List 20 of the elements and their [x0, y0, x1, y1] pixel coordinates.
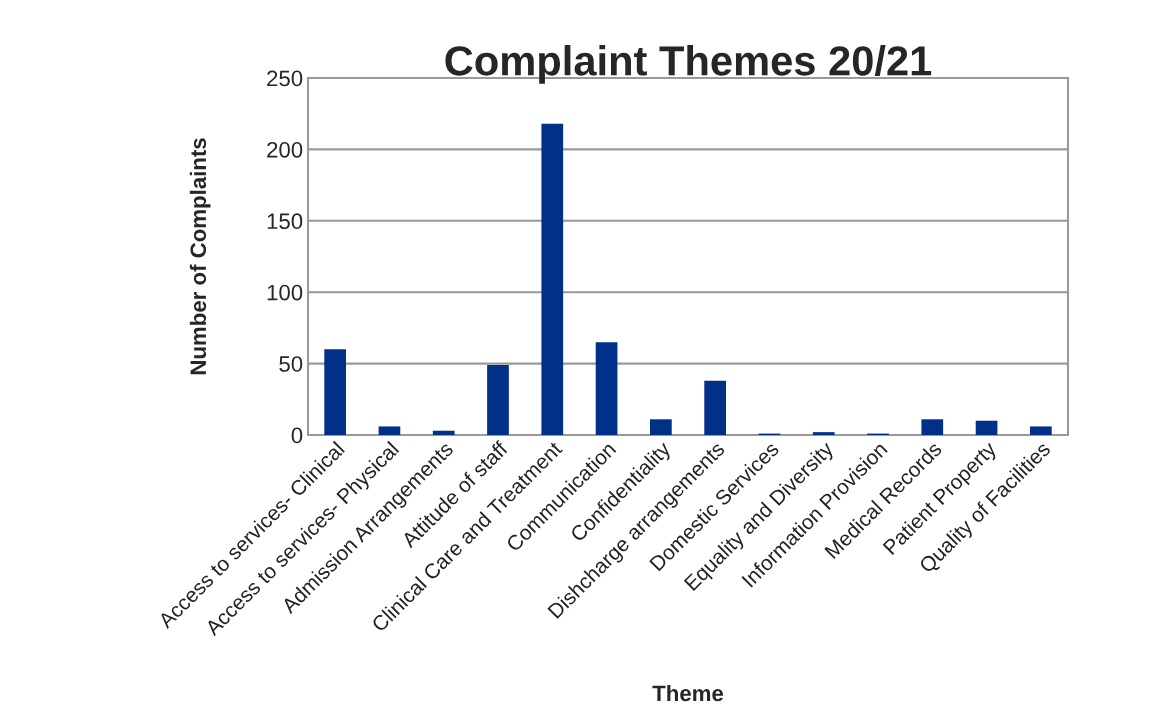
y-tick-label: 250 [267, 70, 303, 87]
bar [432, 430, 455, 435]
y-tick-label: 50 [279, 356, 303, 372]
bar [975, 420, 998, 435]
bar [541, 123, 564, 435]
chart-title: Complaint Themes 20/21 [445, 45, 932, 84]
bar [595, 342, 618, 435]
bar [378, 426, 401, 435]
bar [921, 419, 944, 435]
bar [1030, 426, 1052, 435]
y-tick-label: 150 [267, 213, 303, 230]
y-tick-label: 200 [267, 141, 303, 158]
y-axis-title: Number of Complaints [189, 138, 211, 375]
bar [487, 365, 509, 435]
bar [324, 349, 346, 435]
bar [812, 432, 835, 435]
y-tick-label: 100 [267, 284, 303, 301]
bar [650, 419, 672, 435]
x-axis-title: Theme [652, 684, 724, 702]
bar [704, 380, 726, 435]
